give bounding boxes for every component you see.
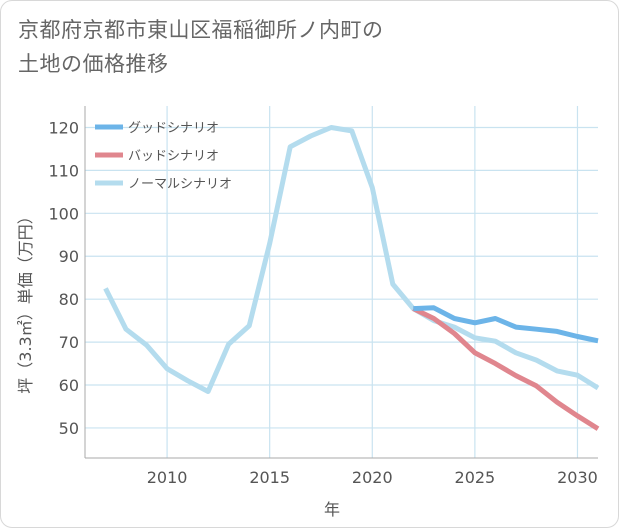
series-line-1 [412, 306, 600, 431]
series-line-0 [413, 305, 599, 344]
grid-lines [85, 106, 598, 458]
x-tick-label: 2025 [455, 468, 496, 487]
y-axis-label: 坪（3.3㎡）単価（万円） [16, 208, 35, 393]
chart-title: 京都府京都市東山区福稲御所ノ内町の 土地の価格推移 [18, 13, 538, 81]
y-tick-label: 50 [59, 419, 79, 438]
legend-label-0: グッドシナリオ [128, 121, 219, 136]
x-axis-label: 年 [324, 500, 340, 519]
y-tick-label: 70 [59, 333, 79, 352]
y-tick-label: 60 [59, 376, 79, 395]
legend-label-1: バッドシナリオ [128, 149, 219, 164]
chart-title-line-2: 土地の価格推移 [18, 52, 169, 76]
y-tick-label: 100 [48, 204, 79, 223]
x-tick-labels: 2010 2015 2020 2025 2030 [147, 468, 598, 487]
y-axis-label-group: 坪（3.3㎡）単価（万円） [16, 208, 35, 393]
y-tick-label: 110 [48, 161, 79, 180]
series-line-2 [103, 125, 600, 394]
x-axis-label-group: 年 [324, 500, 340, 519]
y-tick-label: 90 [59, 247, 79, 266]
series-lines [103, 125, 600, 431]
x-tick-label: 2020 [352, 468, 393, 487]
axes [84, 106, 598, 459]
y-tick-label: 120 [48, 118, 79, 137]
legend-label-2: ノーマルシナリオ [128, 177, 232, 192]
chart-title-line-1: 京都府京都市東山区福稲御所ノ内町の [18, 18, 384, 42]
x-tick-label: 2015 [249, 468, 290, 487]
x-tick-label: 2010 [147, 468, 188, 487]
y-tick-labels: 50 60 70 80 90 100 110 120 [48, 118, 79, 437]
x-tick-label: 2030 [557, 468, 598, 487]
y-tick-label: 80 [59, 290, 79, 309]
